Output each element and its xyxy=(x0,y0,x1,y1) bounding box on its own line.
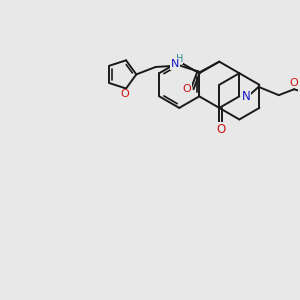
Text: O: O xyxy=(290,78,298,88)
Text: O: O xyxy=(216,123,225,136)
Text: N: N xyxy=(171,59,179,69)
Text: H: H xyxy=(176,54,183,64)
Text: O: O xyxy=(121,89,130,99)
Text: N: N xyxy=(242,90,250,103)
Text: O: O xyxy=(183,84,191,94)
